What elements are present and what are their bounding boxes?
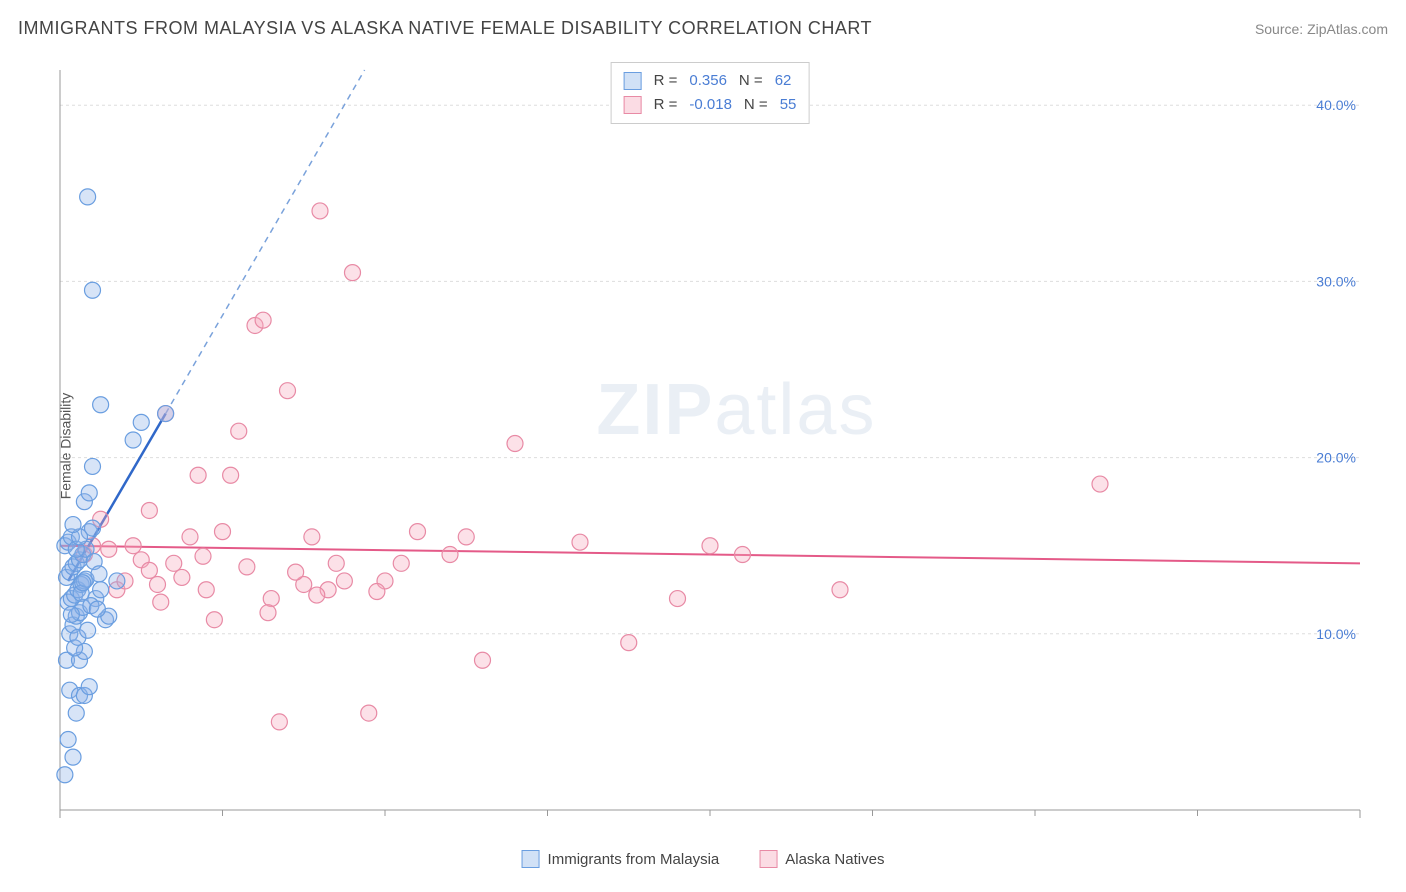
scatter-point-series1 (89, 601, 105, 617)
y-tick-label: 10.0% (1316, 626, 1356, 642)
scatter-point-series2 (182, 529, 198, 545)
scatter-point-series2 (271, 714, 287, 730)
source-prefix: Source: (1255, 21, 1307, 37)
scatter-point-series1 (68, 705, 84, 721)
legend-swatch-series1 (522, 850, 540, 868)
scatter-point-series1 (80, 622, 96, 638)
legend-swatch-series1 (624, 72, 642, 90)
scatter-point-series2 (345, 265, 361, 281)
scatter-point-series1 (57, 767, 73, 783)
scatter-point-series1 (85, 458, 101, 474)
legend-row-series2: R = -0.018 N = 55 (624, 93, 797, 117)
scatter-point-series2 (101, 541, 117, 557)
scatter-point-series2 (141, 562, 157, 578)
scatter-point-series1 (63, 606, 79, 622)
legend-label-series1: Immigrants from Malaysia (548, 851, 720, 868)
n-value-series1: 62 (775, 69, 792, 93)
scatter-point-series1 (93, 582, 109, 598)
scatter-point-series1 (85, 282, 101, 298)
header: IMMIGRANTS FROM MALAYSIA VS ALASKA NATIV… (18, 18, 1388, 39)
scatter-point-series2 (328, 555, 344, 571)
scatter-point-series2 (507, 436, 523, 452)
scatter-point-series2 (280, 383, 296, 399)
scatter-point-series2 (442, 547, 458, 563)
scatter-point-series2 (572, 534, 588, 550)
y-tick-label: 20.0% (1316, 450, 1356, 466)
scatter-point-series2 (312, 203, 328, 219)
scatter-point-series2 (239, 559, 255, 575)
scatter-point-series2 (621, 635, 637, 651)
scatter-point-series2 (166, 555, 182, 571)
scatter-point-series1 (93, 397, 109, 413)
scatter-point-series2 (255, 312, 271, 328)
scatter-point-series2 (215, 524, 231, 540)
chart-area: ZIPatlas 0.0%80.0%10.0%20.0%30.0%40.0% R… (50, 60, 1370, 820)
n-value-series2: 55 (780, 93, 797, 117)
scatter-point-series2 (288, 564, 304, 580)
r-label: R = (654, 93, 678, 117)
scatter-point-series2 (361, 705, 377, 721)
scatter-point-series2 (304, 529, 320, 545)
scatter-point-series2 (125, 538, 141, 554)
scatter-point-series1 (60, 732, 76, 748)
r-label: R = (654, 69, 678, 93)
scatter-point-series2 (223, 467, 239, 483)
scatter-point-series2 (195, 548, 211, 564)
scatter-point-series1 (91, 566, 107, 582)
legend-label-series2: Alaska Natives (785, 851, 884, 868)
scatter-point-series1 (125, 432, 141, 448)
scatter-point-series1 (80, 189, 96, 205)
scatter-point-series2 (141, 502, 157, 518)
scatter-point-series2 (198, 582, 214, 598)
scatter-plot: 0.0%80.0%10.0%20.0%30.0%40.0% (50, 60, 1370, 820)
scatter-point-series1 (109, 573, 125, 589)
scatter-point-series1 (133, 414, 149, 430)
legend-row-series1: R = 0.356 N = 62 (624, 69, 797, 93)
scatter-point-series1 (158, 406, 174, 422)
scatter-point-series2 (309, 587, 325, 603)
legend-correlation: R = 0.356 N = 62 R = -0.018 N = 55 (611, 62, 810, 124)
scatter-point-series1 (81, 679, 97, 695)
scatter-point-series2 (174, 569, 190, 585)
scatter-point-series2 (260, 605, 276, 621)
scatter-point-series2 (393, 555, 409, 571)
scatter-point-series2 (702, 538, 718, 554)
scatter-point-series2 (369, 584, 385, 600)
scatter-point-series1 (65, 749, 81, 765)
scatter-point-series1 (81, 485, 97, 501)
scatter-point-series2 (153, 594, 169, 610)
r-value-series2: -0.018 (689, 93, 732, 117)
legend-swatch-series2 (759, 850, 777, 868)
n-label: N = (739, 69, 763, 93)
y-tick-label: 40.0% (1316, 97, 1356, 113)
y-tick-label: 30.0% (1316, 273, 1356, 289)
scatter-point-series2 (263, 591, 279, 607)
scatter-point-series2 (1092, 476, 1108, 492)
scatter-point-series2 (150, 576, 166, 592)
scatter-point-series1 (75, 575, 91, 591)
trendline-series1-dash (166, 70, 365, 414)
r-value-series1: 0.356 (689, 69, 727, 93)
legend-item-series2: Alaska Natives (759, 850, 884, 868)
n-label: N = (744, 93, 768, 117)
scatter-point-series2 (206, 612, 222, 628)
source-name: ZipAtlas.com (1307, 21, 1388, 37)
scatter-point-series2 (670, 591, 686, 607)
legend-series: Immigrants from Malaysia Alaska Natives (522, 850, 885, 868)
legend-swatch-series2 (624, 96, 642, 114)
legend-item-series1: Immigrants from Malaysia (522, 850, 720, 868)
scatter-point-series1 (65, 517, 81, 533)
scatter-point-series2 (190, 467, 206, 483)
scatter-point-series2 (231, 423, 247, 439)
scatter-point-series2 (410, 524, 426, 540)
chart-title: IMMIGRANTS FROM MALAYSIA VS ALASKA NATIV… (18, 18, 872, 39)
scatter-point-series2 (832, 582, 848, 598)
scatter-point-series2 (735, 547, 751, 563)
scatter-point-series2 (475, 652, 491, 668)
scatter-point-series2 (336, 573, 352, 589)
scatter-point-series2 (458, 529, 474, 545)
source-attribution: Source: ZipAtlas.com (1255, 21, 1388, 37)
